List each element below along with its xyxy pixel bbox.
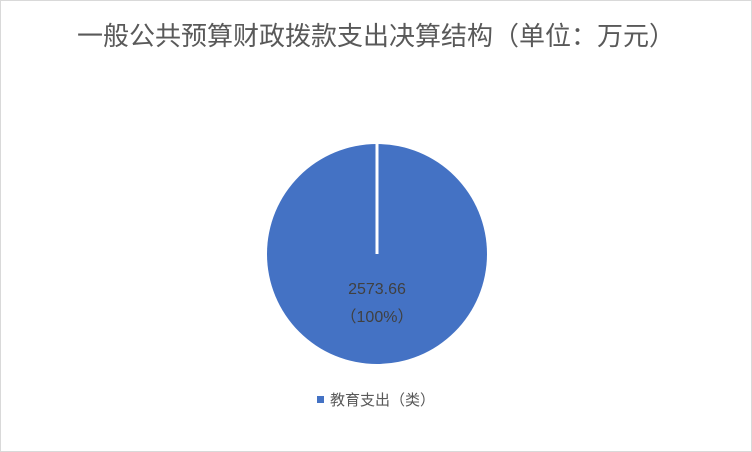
chart-title: 一般公共预算财政拨款支出决算结构（单位：万元） (76, 22, 675, 52)
data-label-value: 2573.66 (348, 281, 406, 298)
data-label-percent: （100%） (340, 309, 414, 326)
legend-label: 教育支出（类） (330, 391, 436, 409)
legend-swatch (317, 396, 324, 403)
legend: 教育支出（类） (317, 389, 435, 410)
